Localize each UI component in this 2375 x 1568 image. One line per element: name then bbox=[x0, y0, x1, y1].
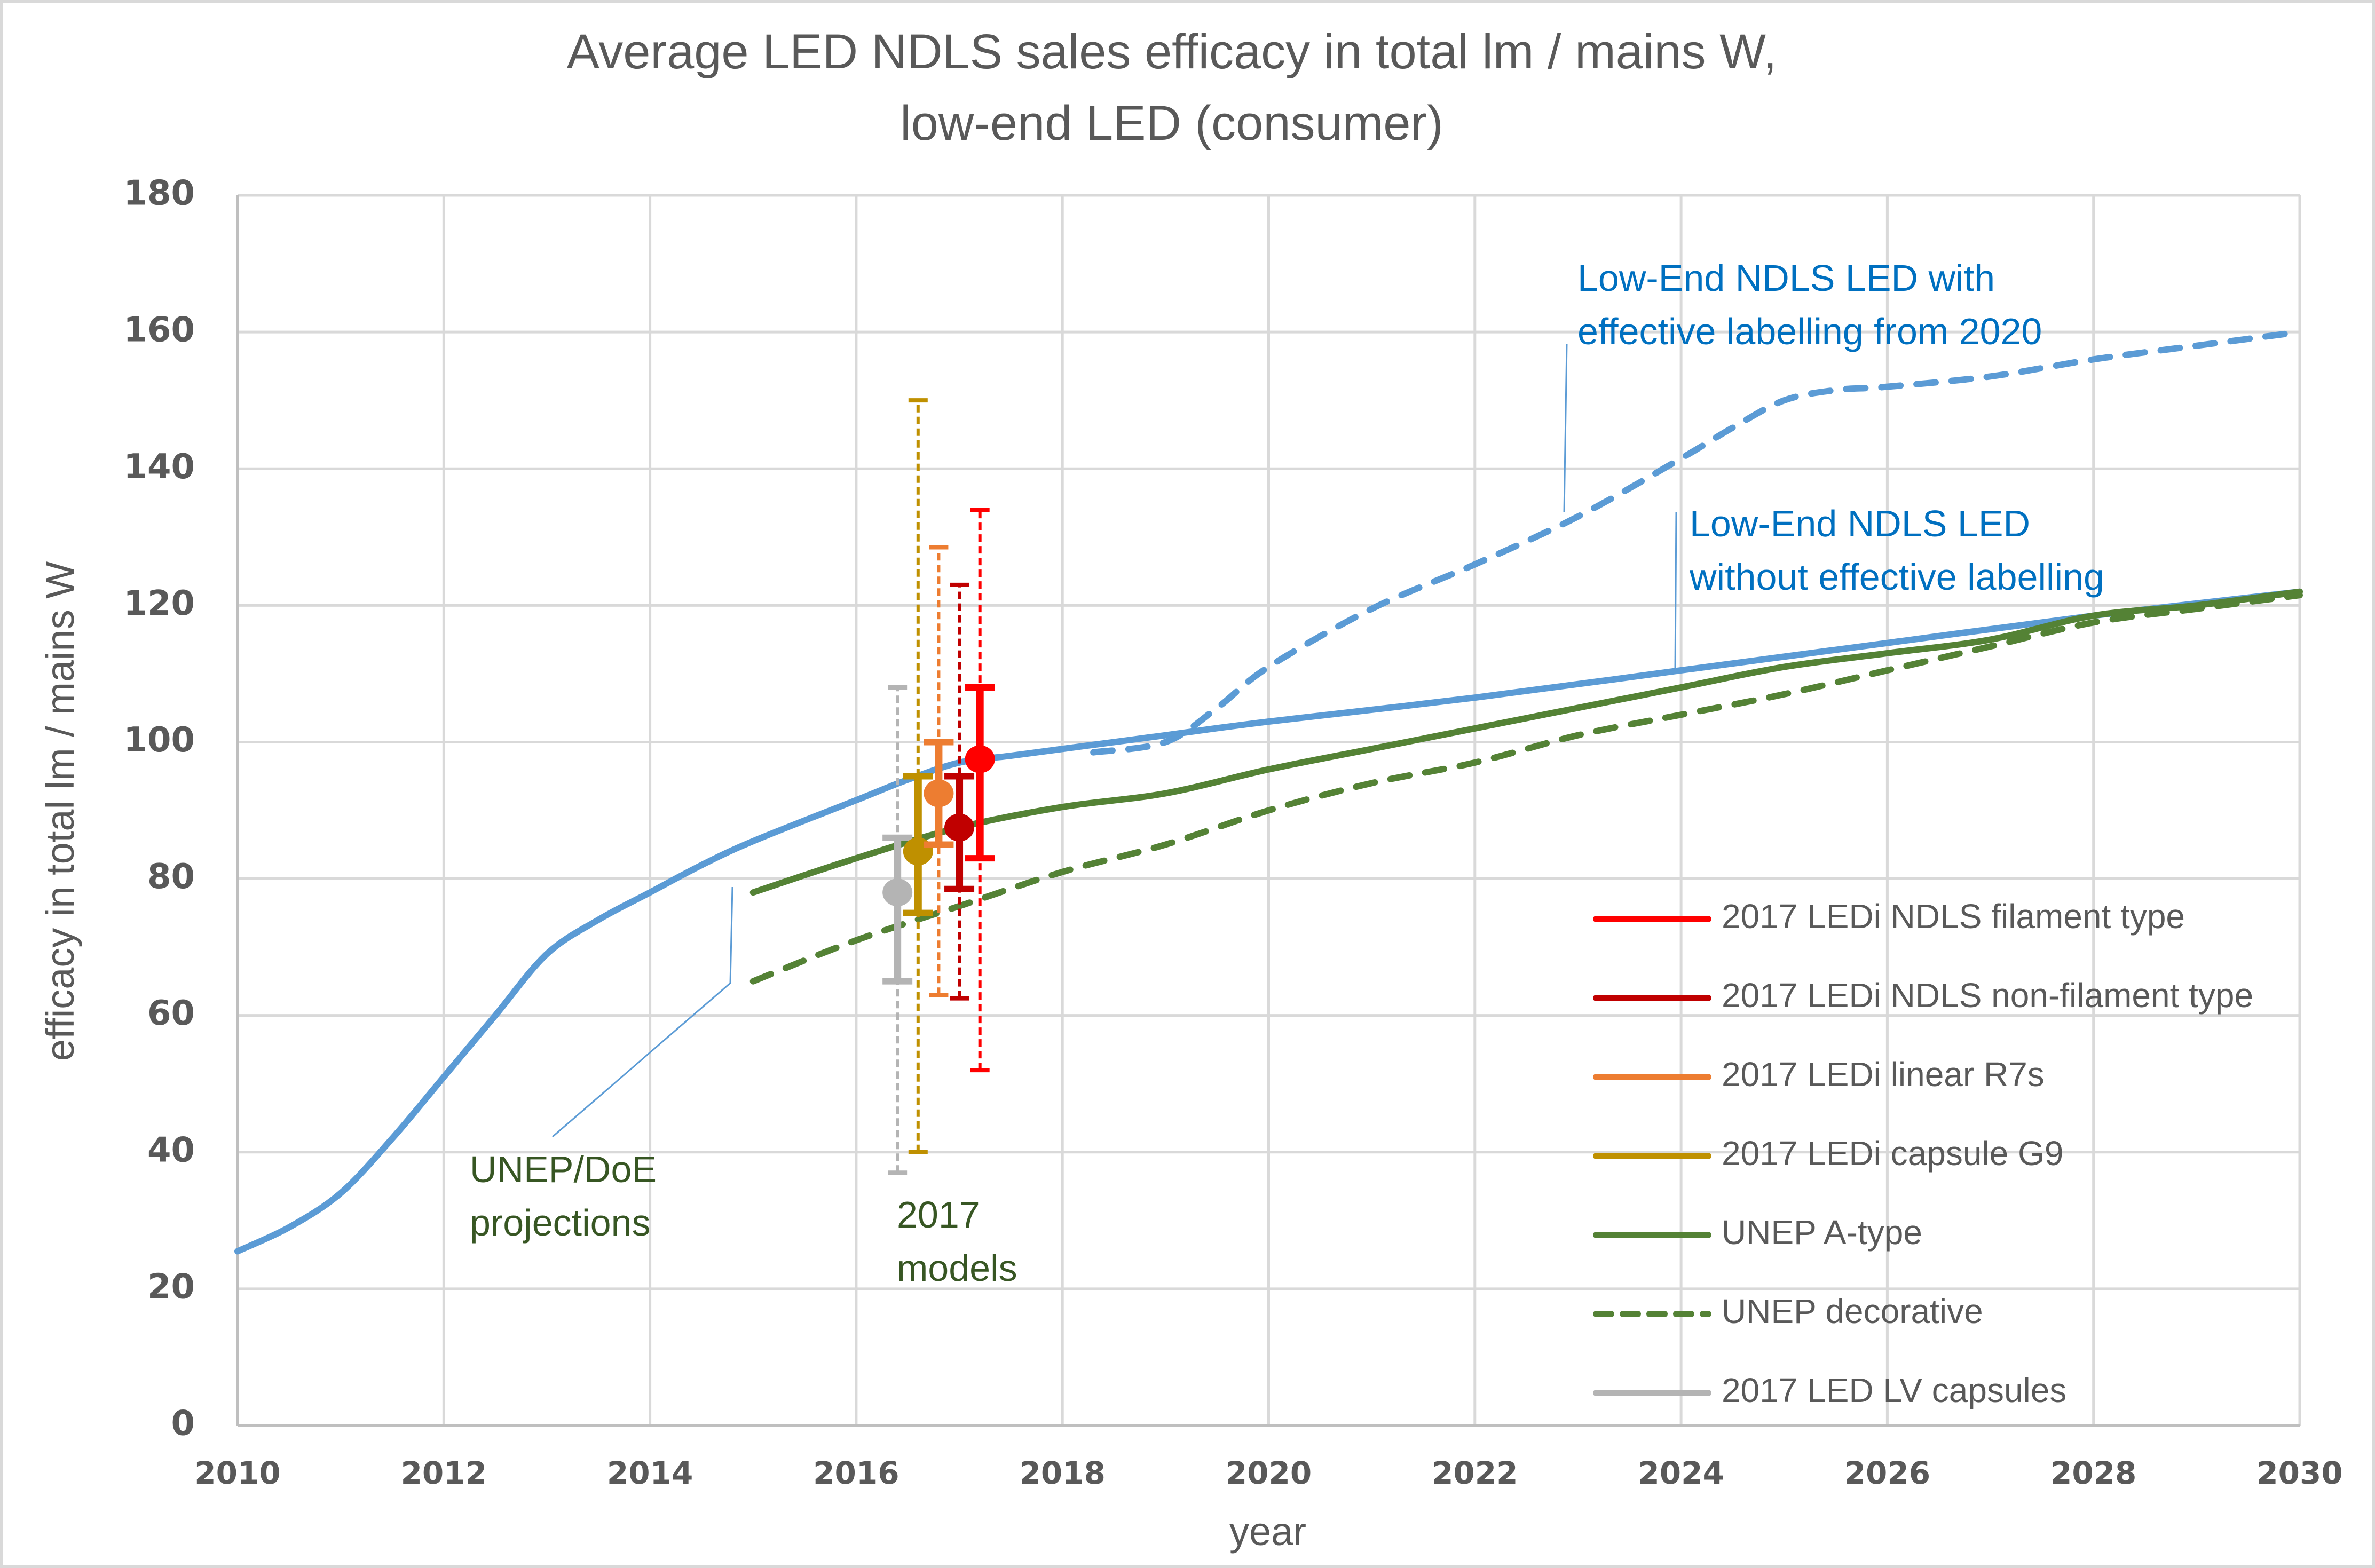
y-tick-label: 100 bbox=[123, 720, 195, 760]
x-tick-label: 2012 bbox=[401, 1455, 487, 1491]
series-line-unep-a-type bbox=[749, 588, 2303, 896]
legend-label: UNEP A-type bbox=[1722, 1213, 1922, 1252]
annotation-with-labelling-line: effective labelling from 2020 bbox=[1577, 311, 2042, 352]
legend-item: 2017 LEDi linear R7s bbox=[1593, 1055, 2045, 1094]
error-point-2017-ledi-linear-r7s bbox=[924, 545, 954, 997]
y-tick-label: 0 bbox=[171, 1404, 195, 1444]
legend-label: 2017 LEDi NDLS non-filament type bbox=[1722, 976, 2253, 1015]
annotation-without-labelling-line: without effective labelling bbox=[1689, 556, 2104, 598]
mean-marker bbox=[965, 745, 995, 773]
x-tick-label: 2020 bbox=[1226, 1455, 1312, 1491]
series-line-low-end-ndls-led-with-effective-labelling-from-2020 bbox=[1090, 329, 2303, 756]
axes: 0 20 40 60 80 100 120 140 160 180 2010 2012 2014 2016… bbox=[123, 174, 2342, 1491]
x-tick-label: 2014 bbox=[607, 1455, 693, 1491]
legend-item: 2017 LEDi NDLS filament type bbox=[1593, 897, 2185, 936]
annotation-unep-doe-line: projections bbox=[470, 1202, 651, 1244]
legend-item: 2017 LEDi capsule G9 bbox=[1593, 1134, 2063, 1173]
legend-item: 2017 LED LV capsules bbox=[1593, 1371, 2066, 1409]
chart-title-line-2: low-end LED (consumer) bbox=[900, 96, 1443, 151]
x-tick-label: 2016 bbox=[813, 1455, 899, 1491]
y-tick-label: 40 bbox=[147, 1130, 195, 1170]
annotation-with-labelling-line: Low-End NDLS LED with bbox=[1577, 257, 1995, 299]
y-tick-label: 20 bbox=[147, 1267, 195, 1306]
gridlines bbox=[238, 194, 2301, 1426]
annotation-leader-line bbox=[1563, 344, 1568, 513]
series-group bbox=[234, 329, 2303, 1255]
annotation-models-2017-line: 2017 bbox=[897, 1194, 980, 1236]
x-tick-label: 2022 bbox=[1432, 1455, 1518, 1491]
y-tick-label: 180 bbox=[123, 174, 195, 213]
annotations-group: Low-End NDLS LED with effective labelling… bbox=[470, 257, 2104, 1289]
legend-label: 2017 LEDi linear R7s bbox=[1722, 1055, 2045, 1094]
legend-label: UNEP decorative bbox=[1722, 1292, 1983, 1331]
mean-marker bbox=[882, 878, 913, 907]
y-tick-label: 120 bbox=[123, 584, 195, 623]
legend-label: 2017 LEDi capsule G9 bbox=[1722, 1134, 2063, 1173]
annotation-unep-doe-line: UNEP/DoE bbox=[470, 1149, 657, 1190]
y-tick-label: 140 bbox=[123, 447, 195, 487]
error-point-2017-led-lv-capsules bbox=[882, 685, 913, 1175]
legend-label: 2017 LEDi NDLS filament type bbox=[1722, 897, 2185, 936]
y-tick-label: 60 bbox=[147, 994, 195, 1033]
error-point-2017-ledi-ndls-filament-type bbox=[965, 508, 995, 1073]
legend-label: 2017 LED LV capsules bbox=[1722, 1371, 2066, 1409]
legend-item: UNEP A-type bbox=[1593, 1213, 1922, 1252]
chart-title-line-1: Average LED NDLS sales efficacy in total… bbox=[567, 25, 1777, 79]
y-tick-label: 80 bbox=[147, 857, 195, 897]
y-axis-label: efficacy in total lm / mains W bbox=[38, 561, 82, 1061]
error-bars-group bbox=[882, 398, 995, 1175]
legend: 2017 LEDi NDLS filament type 2017 LEDi ND… bbox=[1593, 897, 2253, 1409]
x-axis-label: year bbox=[1229, 1509, 1306, 1554]
error-point-2017-ledi-capsule-g9 bbox=[903, 398, 933, 1154]
x-tick-label: 2028 bbox=[2050, 1455, 2136, 1491]
annotation-leader-line bbox=[1674, 512, 1677, 670]
annotation-models-2017-line: models bbox=[897, 1247, 1017, 1289]
mean-marker bbox=[924, 779, 954, 807]
x-tick-label: 2018 bbox=[1019, 1455, 1105, 1491]
mean-marker bbox=[944, 813, 975, 842]
annotation-leader-line bbox=[552, 886, 733, 1138]
x-tick-label: 2010 bbox=[194, 1455, 280, 1491]
legend-item: 2017 LEDi NDLS non-filament type bbox=[1593, 976, 2253, 1015]
x-tick-label: 2030 bbox=[2256, 1455, 2342, 1491]
y-tick-label: 160 bbox=[123, 311, 195, 350]
error-point-2017-ledi-ndls-non-filament-type bbox=[944, 582, 975, 1001]
x-tick-label: 2024 bbox=[1638, 1455, 1724, 1491]
series-line-unep-decorative bbox=[749, 592, 2303, 985]
annotation-without-labelling-line: Low-End NDLS LED bbox=[1690, 503, 2030, 544]
x-tick-label: 2026 bbox=[1844, 1455, 1930, 1491]
legend-item: UNEP decorative bbox=[1593, 1292, 1983, 1331]
series-line-low-end-ndls-led-without-effective-labelling bbox=[234, 588, 2303, 1255]
